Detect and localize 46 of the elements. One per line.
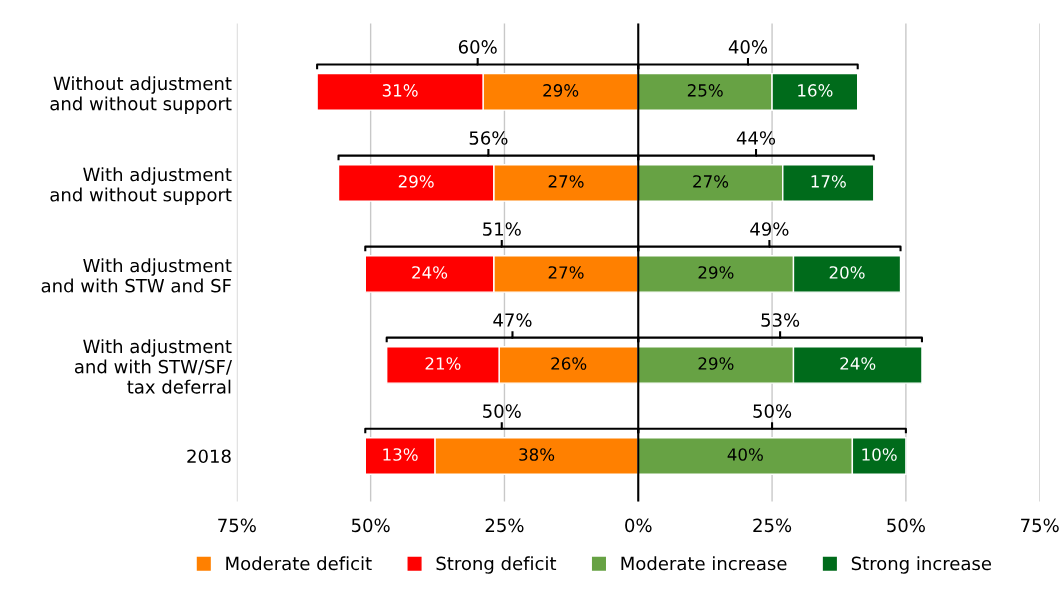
data-label: 10% <box>862 448 897 461</box>
data-label: 29% <box>398 175 434 188</box>
text: 40% <box>728 40 768 54</box>
data-label: 29% <box>698 266 734 279</box>
x-tick-label: 25% <box>753 518 792 533</box>
text: 50% <box>483 404 521 418</box>
data-label: 40% <box>727 448 763 461</box>
legend-label: Moderate deficit <box>226 556 372 571</box>
legend-label: Moderate increase <box>621 556 787 571</box>
y-tick-label: With adjustment and with STW/SF/ tax deferral <box>74 339 232 394</box>
data-label: 17% <box>811 175 846 188</box>
data-label: 24% <box>840 357 876 370</box>
text: 49% <box>750 222 789 236</box>
data-label: 21% <box>425 357 461 370</box>
data-label: 31% <box>382 84 418 97</box>
data-label: 29% <box>543 84 579 97</box>
data-label: 16% <box>798 84 833 97</box>
text: 51% <box>483 222 521 236</box>
data-label: 27% <box>548 266 584 279</box>
text: 60% <box>458 40 497 54</box>
data-label: 27% <box>693 175 729 188</box>
x-tick-label: 25% <box>485 518 524 533</box>
data-label: 25% <box>687 84 723 97</box>
text: 56% <box>469 131 508 145</box>
x-tick-label: 75% <box>1021 518 1059 533</box>
x-tick-label: 50% <box>351 518 390 533</box>
text: 53% <box>761 313 800 327</box>
data-label: 27% <box>548 175 584 188</box>
y-tick-label: With adjustment and without support <box>50 167 232 205</box>
y-tick-label: 2018 <box>187 449 231 464</box>
data-label: 20% <box>829 266 865 279</box>
y-tick-label: Without adjustment and without support <box>50 76 232 114</box>
data-label: 13% <box>383 448 418 461</box>
text: 50% <box>753 404 792 418</box>
legend-label: Strong deficit <box>436 556 557 574</box>
text: 44% <box>736 131 776 145</box>
data-label: 29% <box>698 357 734 370</box>
x-tick-label: 75% <box>218 518 256 533</box>
x-tick-label: 50% <box>887 518 925 533</box>
data-label: 26% <box>551 357 587 370</box>
data-label: 38% <box>519 448 555 461</box>
data-label: 24% <box>412 266 448 279</box>
legend-label: Strong increase <box>851 556 992 574</box>
text: 47% <box>493 313 532 327</box>
x-tick-label: 0% <box>625 518 652 533</box>
y-tick-label: With adjustment and with STW and SF <box>41 258 232 293</box>
